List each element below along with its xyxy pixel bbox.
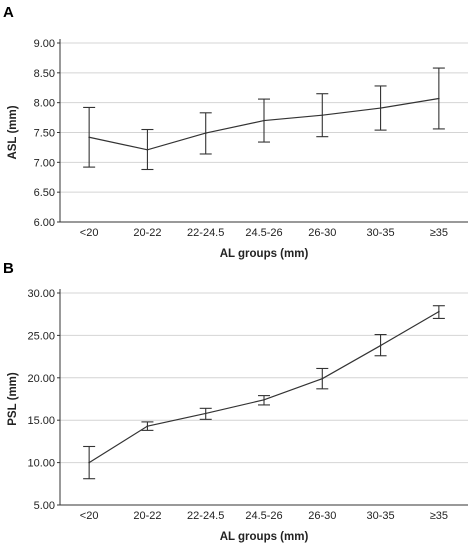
data-point — [438, 310, 440, 313]
x-tick-label: 20-22 — [133, 227, 161, 239]
data-point — [263, 399, 265, 401]
y-tick-label: 7.50 — [34, 128, 55, 140]
data-point — [379, 107, 382, 109]
data-point — [438, 97, 440, 100]
error-bar — [374, 334, 387, 357]
y-tick-label: 20.00 — [27, 373, 55, 385]
x-tick-label: <20 — [80, 510, 99, 522]
x-tick-label: 24.5-26 — [245, 227, 282, 239]
y-tick-label: 10.00 — [27, 458, 55, 470]
error-bar — [316, 367, 329, 390]
y-axis-title: ASL (mm) — [7, 105, 19, 159]
y-tick-label: 6.00 — [34, 217, 55, 229]
y-tick-label: 7.00 — [34, 157, 55, 169]
y-tick-label: 30.00 — [27, 288, 55, 300]
data-point — [146, 149, 149, 151]
y-tick-label: 5.00 — [34, 500, 55, 512]
error-bar — [258, 395, 270, 406]
x-tick-label: 30-35 — [367, 510, 395, 522]
error-bar — [374, 85, 387, 131]
x-axis-title: AL groups (mm) — [220, 248, 309, 260]
y-axis-title: PSL (mm) — [7, 372, 19, 426]
x-tick-label: 26-30 — [308, 227, 336, 239]
error-bar — [258, 98, 270, 143]
y-tick-label: 6.50 — [34, 187, 55, 199]
x-tick-label: 20-22 — [133, 510, 161, 522]
x-tick-label: 22-24.5 — [187, 510, 224, 522]
data-point — [88, 461, 90, 464]
error-bar — [199, 112, 212, 155]
y-tick-label: 8.00 — [34, 98, 55, 110]
panel-letter: B — [3, 260, 14, 277]
error-bar — [141, 421, 154, 431]
x-tick-label: 24.5-26 — [245, 510, 282, 522]
data-point — [263, 119, 265, 122]
y-tick-label: 8.50 — [34, 68, 55, 80]
data-point — [146, 425, 149, 427]
y-tick-label: 9.00 — [34, 38, 55, 50]
error-bar — [141, 128, 154, 171]
error-bar — [83, 445, 96, 480]
x-tick-label: 26-30 — [308, 510, 336, 522]
chart-panel-b: B 5.00 10.00 15.00 20.00 25.00 30.00 <20 20-22 22… — [3, 260, 468, 543]
x-tick-label: 22-24.5 — [187, 227, 224, 239]
data-point — [204, 412, 207, 415]
y-tick-label: 15.00 — [27, 415, 55, 427]
x-tick-label: ≥35 — [430, 510, 448, 522]
data-point — [321, 377, 324, 380]
y-tick-label: 25.00 — [27, 330, 55, 342]
error-bar — [432, 67, 445, 130]
x-axis-title: AL groups (mm) — [220, 531, 309, 543]
error-bar — [316, 93, 329, 138]
data-point — [321, 114, 324, 116]
x-tick-label: 30-35 — [367, 227, 395, 239]
data-point — [88, 136, 90, 139]
error-bar — [199, 407, 212, 420]
x-tick-label: ≥35 — [430, 227, 448, 239]
error-bar — [83, 106, 96, 168]
chart-panel-a: A 6.00 6.50 7.00 7.50 8.00 8.50 9.00 <20 20-22 22-… — [3, 4, 468, 260]
x-tick-label: <20 — [80, 227, 99, 239]
data-point — [379, 344, 382, 347]
panel-letter: A — [3, 4, 14, 21]
data-point — [204, 132, 207, 134]
error-bar — [432, 305, 445, 319]
